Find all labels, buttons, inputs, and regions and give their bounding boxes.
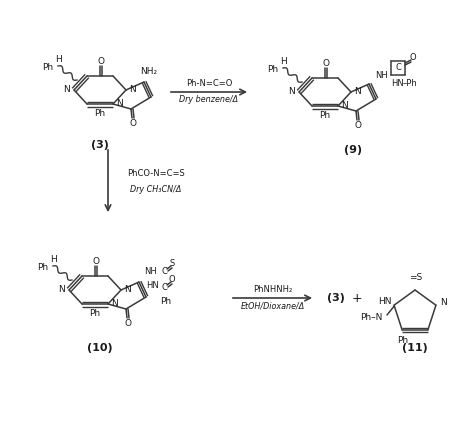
Text: Ph: Ph <box>37 264 48 273</box>
Text: O: O <box>98 56 104 65</box>
Text: N: N <box>342 101 348 111</box>
Text: H: H <box>51 255 57 264</box>
Text: NH: NH <box>144 267 157 276</box>
Text: (3): (3) <box>327 293 345 303</box>
Text: N: N <box>289 87 295 96</box>
Text: Dry benzene/Δ: Dry benzene/Δ <box>180 95 238 104</box>
Text: (11): (11) <box>402 343 428 353</box>
Text: N: N <box>125 286 131 295</box>
Text: O: O <box>410 53 416 62</box>
Text: =S: =S <box>410 273 423 283</box>
Text: NH₂: NH₂ <box>140 68 157 77</box>
Text: Ph–N: Ph–N <box>360 313 382 322</box>
Text: Ph: Ph <box>43 64 54 73</box>
Text: N: N <box>355 87 361 96</box>
Text: N: N <box>111 300 118 308</box>
Text: O: O <box>355 120 362 129</box>
Text: Ph-N=C=O: Ph-N=C=O <box>186 80 232 89</box>
Text: Ph: Ph <box>94 110 106 119</box>
Text: HN: HN <box>378 297 392 306</box>
Text: Dry CH₃CN/Δ: Dry CH₃CN/Δ <box>130 184 182 194</box>
Text: H: H <box>55 55 63 64</box>
Text: NH: NH <box>375 71 388 80</box>
Text: –Ph: –Ph <box>402 79 418 87</box>
Text: (3): (3) <box>91 140 109 150</box>
Text: N: N <box>117 99 123 108</box>
Text: EtOH/Dioxane/Δ: EtOH/Dioxane/Δ <box>240 301 305 310</box>
Text: +: + <box>352 292 362 304</box>
Text: O: O <box>92 257 100 265</box>
Text: C: C <box>395 64 401 73</box>
Text: C: C <box>161 267 167 276</box>
Text: PhNHNH₂: PhNHNH₂ <box>253 286 292 295</box>
Text: Ph: Ph <box>267 65 279 74</box>
Text: C: C <box>161 283 167 292</box>
Text: O: O <box>169 274 175 283</box>
Text: (9): (9) <box>344 145 362 155</box>
Text: O: O <box>125 319 131 328</box>
Text: PhCO-N=C=S: PhCO-N=C=S <box>127 169 185 178</box>
Text: O: O <box>129 119 137 128</box>
Text: N: N <box>59 286 65 295</box>
Text: S: S <box>169 258 174 267</box>
Text: HN: HN <box>146 282 159 291</box>
Text: N: N <box>129 86 137 95</box>
Text: N: N <box>64 86 70 95</box>
Text: Ph: Ph <box>90 310 100 319</box>
Text: O: O <box>322 58 329 68</box>
Text: (10): (10) <box>87 343 113 353</box>
Text: Ph: Ph <box>160 297 172 305</box>
Text: N: N <box>440 298 447 307</box>
Text: Ph: Ph <box>319 111 330 120</box>
Text: Ph: Ph <box>398 336 409 345</box>
Text: HN: HN <box>392 79 404 87</box>
Text: H: H <box>281 56 287 65</box>
